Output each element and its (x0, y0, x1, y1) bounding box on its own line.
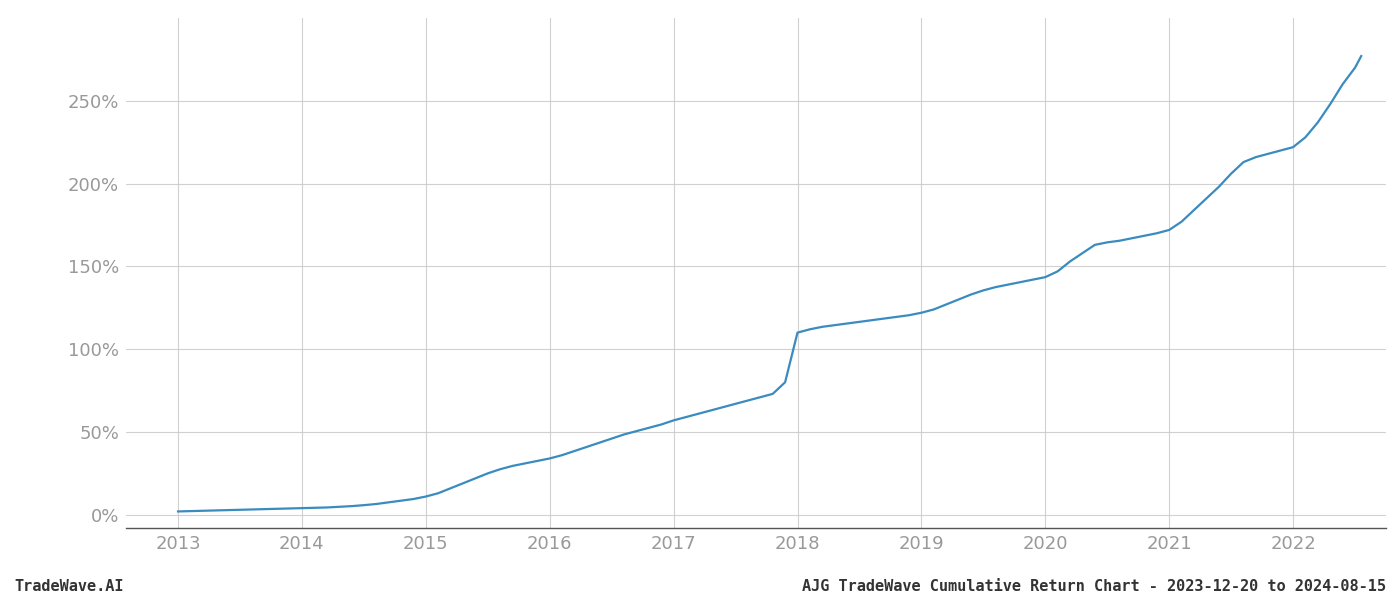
Text: TradeWave.AI: TradeWave.AI (14, 579, 123, 594)
Text: AJG TradeWave Cumulative Return Chart - 2023-12-20 to 2024-08-15: AJG TradeWave Cumulative Return Chart - … (802, 579, 1386, 594)
